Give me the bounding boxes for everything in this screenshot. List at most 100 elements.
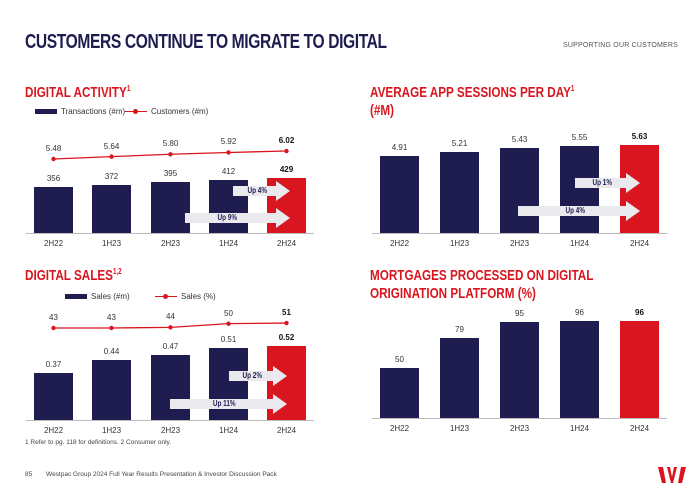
page-title: CUSTOMERS CONTINUE TO MIGRATE TO DIGITAL <box>25 31 387 53</box>
digital-sales-bar-2H22 <box>34 373 73 420</box>
digital-activity-x-tick: 2H24 <box>276 239 297 248</box>
mortgages-x-tick: 1H23 <box>449 424 470 433</box>
chart-title-text: DIGITAL SALES <box>25 267 113 284</box>
line-point-1H23 <box>109 325 114 331</box>
digital-sales-line-label: 43 <box>49 313 58 322</box>
app-sessions-bar-1H24 <box>560 146 599 233</box>
mortgages-title: MORTGAGES PROCESSED ON DIGITAL ORIGINATIO… <box>370 267 593 303</box>
arrow-body <box>229 371 273 381</box>
chart-title-text: DIGITAL ACTIVITY <box>25 84 127 101</box>
arrow-head-icon <box>626 173 640 193</box>
app-sessions-bar-1H23 <box>440 151 479 233</box>
mortgages-bar-2H24 <box>620 321 659 418</box>
app-sessions-bar-label: 5.55 <box>571 133 588 143</box>
mortgages-x-tick: 1H24 <box>569 424 590 433</box>
app-sessions-bar-label: 4.91 <box>391 143 408 153</box>
digital-activity-legend-bar: Transactions (#m) <box>35 107 125 116</box>
mortgages-x-tick: 2H23 <box>509 424 530 433</box>
digital-activity-bar-label: 372 <box>104 172 119 182</box>
arrow-head-icon <box>626 201 640 221</box>
digital-activity-x-axis <box>26 233 314 234</box>
legend-label: Transactions (#m) <box>61 107 126 116</box>
digital-activity-x-tick: 1H24 <box>218 239 239 248</box>
chart-title-line2: ORIGINATION PLATFORM (%) <box>370 285 536 302</box>
mortgages-bar-label: 50 <box>395 354 404 364</box>
growth-label: Up 2% <box>242 371 263 380</box>
digital-sales-line-label: 51 <box>282 308 291 318</box>
growth-label: Up 11% <box>212 399 236 408</box>
digital-activity-growth-arrow: Up 4% <box>233 181 290 201</box>
arrow-head-icon <box>273 394 287 414</box>
digital-sales-bar-label: 0.51 <box>220 334 237 344</box>
digital-sales-growth-arrow: Up 11% <box>170 394 287 414</box>
app-sessions-growth-arrow: Up 4% <box>518 201 640 221</box>
digital-sales-bar-label: 0.47 <box>162 342 179 352</box>
digital-sales-growth-arrow: Up 2% <box>229 366 287 386</box>
mortgages-x-axis <box>372 418 667 419</box>
digital-activity-bar-label: 429 <box>279 165 294 175</box>
digital-sales-x-tick: 2H24 <box>276 426 297 435</box>
digital-activity-line-label: 5.80 <box>162 139 179 149</box>
chart-title-text: MORTGAGES PROCESSED ON DIGITAL <box>370 267 594 284</box>
digital-sales-line-label: 50 <box>224 308 233 318</box>
arrow-body <box>575 178 626 188</box>
mortgages-x-tick: 2H22 <box>389 424 410 433</box>
app-sessions-x-axis <box>372 233 667 234</box>
mortgages-bar-label: 79 <box>455 325 464 335</box>
arrow-body <box>233 186 276 196</box>
digital-activity-legend-line: Customers (#m) <box>125 107 208 116</box>
digital-activity-line-label: 5.48 <box>45 144 62 153</box>
mortgages-bar-label: 96 <box>635 308 644 318</box>
digital-sales-bar-label: 0.44 <box>103 347 120 357</box>
app-sessions-bar-2H23 <box>500 148 539 233</box>
chart-title-line2: (#M) <box>370 102 395 119</box>
digital-sales-legend-line: Sales (%) <box>155 292 216 301</box>
digital-activity-x-tick: 2H23 <box>160 239 181 248</box>
arrow-head-icon <box>273 366 287 386</box>
mortgages-bar-1H24 <box>560 321 599 418</box>
footnote: 1 Refer to pg. 118 for definitions. 2 Co… <box>25 439 172 446</box>
growth-label: Up 1% <box>592 178 613 187</box>
mortgages-bar-1H23 <box>440 338 479 418</box>
digital-sales-x-axis <box>26 420 314 421</box>
growth-label: Up 4% <box>247 186 268 195</box>
arrow-body <box>518 206 626 216</box>
digital-sales-x-tick: 2H22 <box>43 426 64 435</box>
digital-sales-line-label: 43 <box>107 313 116 322</box>
section-label: SUPPORTING OUR CUSTOMERS <box>563 42 678 49</box>
line-point-1H23 <box>109 154 114 159</box>
line-point-1H24 <box>226 321 231 326</box>
digital-sales-bar-2H23 <box>151 355 190 420</box>
app-sessions-x-tick: 1H23 <box>449 239 470 248</box>
digital-activity-bar-2H22 <box>34 187 73 233</box>
line-point-1H24 <box>226 150 231 155</box>
footer-text: Westpac Group 2024 Full Year Results Pre… <box>46 471 277 478</box>
westpac-logo <box>658 467 686 488</box>
line-point-2H23 <box>168 152 173 157</box>
digital-activity-x-tick: 2H22 <box>43 239 64 248</box>
digital-activity-line-label: 6.02 <box>278 136 295 145</box>
arrow-head-icon <box>276 208 290 228</box>
app-sessions-title: AVERAGE APP SESSIONS PER DAY1 (#M) <box>370 80 574 120</box>
legend-label: Sales (%) <box>181 292 216 301</box>
digital-activity-line-label: 5.64 <box>103 141 120 151</box>
digital-sales-x-tick: 1H23 <box>101 426 122 435</box>
chart-title-superscript: 1 <box>126 84 131 93</box>
legend-bar-swatch <box>65 294 87 299</box>
digital-activity-bar-label: 356 <box>46 174 61 184</box>
legend-bar-swatch <box>35 109 57 114</box>
digital-sales-title: DIGITAL SALES1,2 <box>25 263 122 285</box>
app-sessions-bar-label: 5.63 <box>631 132 648 142</box>
app-sessions-growth-arrow: Up 1% <box>575 173 640 193</box>
app-sessions-x-tick: 2H22 <box>389 239 410 248</box>
app-sessions-bar-label: 5.43 <box>511 135 528 145</box>
mortgages-bar-label: 96 <box>575 308 584 318</box>
legend-label: Customers (#m) <box>151 107 209 116</box>
arrow-body <box>170 399 273 409</box>
digital-sales-line-label: 44 <box>166 312 175 322</box>
digital-sales-bar-1H23 <box>92 360 131 420</box>
digital-activity-bar-label: 412 <box>221 167 236 177</box>
digital-sales-x-tick: 2H23 <box>160 426 181 435</box>
app-sessions-x-tick: 2H24 <box>629 239 650 248</box>
